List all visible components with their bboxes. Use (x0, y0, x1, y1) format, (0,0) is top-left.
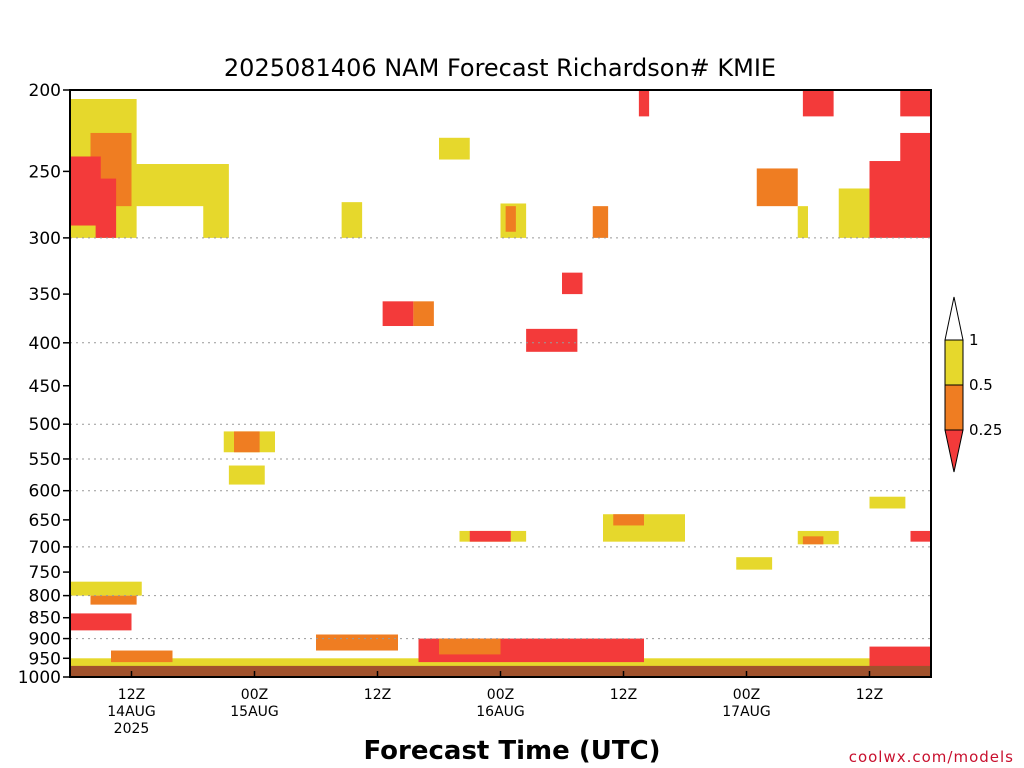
heatmap-cells (70, 90, 931, 668)
heatmap-cell-red (562, 272, 583, 295)
colorbar-label: 0.5 (969, 376, 993, 394)
colorbar-legend: 1 0.5 0.25 (944, 296, 1002, 473)
heatmap-cell-red (900, 132, 931, 165)
x-tick-label: 00Z (733, 687, 760, 703)
heatmap-cell-orange (413, 301, 434, 327)
y-tick-label: 250 (29, 162, 61, 182)
y-tick-label: 550 (29, 450, 61, 470)
heatmap-cell-orange (613, 514, 644, 526)
heatmap-cell-yellow (797, 206, 808, 238)
heatmap-cell-red (638, 90, 650, 117)
heatmap-cell-orange (90, 595, 137, 605)
heatmap-cell-red (95, 178, 117, 238)
x-tick-label: 17AUG (722, 704, 771, 720)
heatmap-cell-yellow (439, 137, 470, 160)
heatmap-cell-orange (316, 634, 398, 651)
colorbar-label: 0.25 (969, 421, 1002, 439)
y-tick-label: 800 (29, 587, 61, 607)
heatmap-cell-yellow (838, 188, 870, 238)
x-tick-label: 12Z (118, 687, 145, 703)
colorbar-segment (944, 429, 964, 473)
chart-title: 2025081406 NAM Forecast Richardson# KMIE (224, 54, 776, 82)
heatmap-cell-yellow (203, 164, 229, 238)
heatmap-cell-yellow (228, 465, 265, 485)
heatmap-cell-red (70, 613, 132, 631)
x-tick-label: 16AUG (476, 704, 525, 720)
y-tick-label: 900 (29, 630, 61, 650)
x-tick-label: 00Z (487, 687, 514, 703)
x-tick-label: 12Z (856, 687, 883, 703)
x-tick-label: 12Z (610, 687, 637, 703)
x-tick-label: 12Z (364, 687, 391, 703)
y-tick-label: 750 (29, 563, 61, 583)
x-tick-label: 14AUG (107, 704, 156, 720)
y-tick-label: 650 (29, 511, 61, 531)
y-tick-label: 600 (29, 482, 61, 502)
y-tick-label: 700 (29, 538, 61, 558)
y-tick-label: 400 (29, 334, 61, 354)
y-tick-label: 350 (29, 285, 61, 305)
heatmap-cell-red (910, 530, 931, 542)
heatmap-cell-red (802, 90, 834, 117)
pressure-grid (70, 237, 931, 678)
heatmap-cell-red (382, 301, 414, 327)
y-tick-label: 500 (29, 415, 61, 435)
heatmap-cell-orange (111, 650, 173, 663)
y-tick-label: 300 (29, 229, 61, 249)
colorbar-segment (944, 384, 964, 431)
heatmap-cell-red (869, 646, 931, 668)
heatmap-cell-red (469, 530, 511, 542)
heatmap-cell-red (900, 90, 931, 117)
heatmap-cell-red (869, 161, 931, 238)
y-tick-label: 950 (29, 649, 61, 669)
y-tick-label: 850 (29, 609, 61, 629)
x-tick-label: 2025 (114, 721, 150, 737)
heatmap-cell-orange (439, 638, 501, 655)
heatmap-cell-yellow (869, 496, 906, 509)
heatmap-cell-yellow (70, 581, 142, 596)
heatmap-cell-yellow (736, 557, 773, 570)
heatmap-cell-orange (756, 168, 798, 207)
y-tick-label: 1000 (18, 668, 61, 688)
watermark: coolwx.com/models (849, 748, 1014, 766)
heatmap-cell-orange (802, 536, 824, 545)
x-tick-label: 15AUG (230, 704, 279, 720)
y-tick-label: 200 (29, 81, 61, 101)
heatmap-cell-red (526, 328, 578, 352)
colorbar-label: 1 (969, 331, 979, 349)
y-tick-label: 450 (29, 377, 61, 397)
colorbar-segment (944, 339, 964, 386)
colorbar-segment (944, 296, 964, 341)
x-axis-label: Forecast Time (UTC) (363, 736, 660, 766)
heatmap-cell-orange (505, 206, 516, 232)
heatmap-cell-orange (234, 431, 260, 453)
heatmap-cell-yellow (341, 202, 363, 238)
heatmap-cell-yellow (70, 658, 931, 668)
x-tick-label: 00Z (241, 687, 268, 703)
heatmap-cell-orange (592, 206, 609, 238)
y-axis: 200 250 300 350 400 450 500 550 600 650 700 750 8008… (18, 81, 70, 688)
